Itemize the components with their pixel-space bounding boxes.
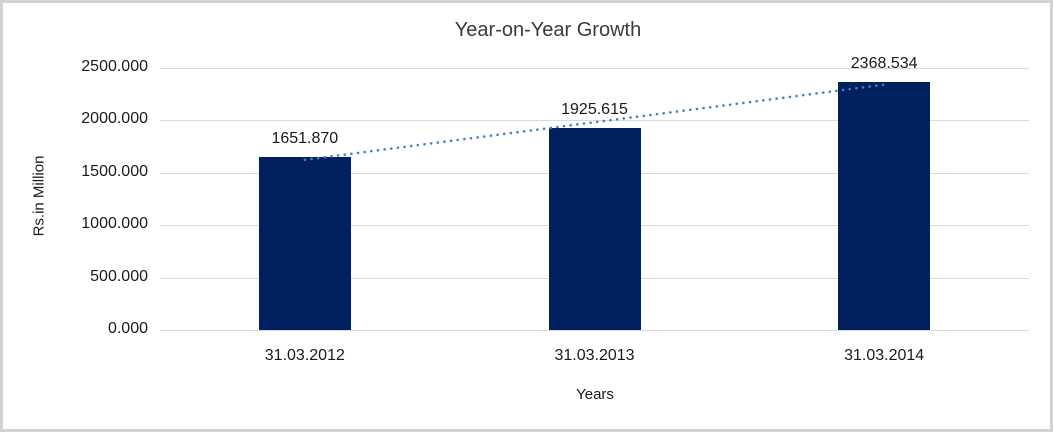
x-axis-category-label: 31.03.2012 <box>264 347 345 364</box>
bar <box>548 128 641 330</box>
x-axis-title: Years <box>576 386 614 403</box>
y-axis-tick-label: 0.000 <box>107 320 148 337</box>
gridline <box>160 68 1029 69</box>
bar-data-label: 2368.534 <box>850 54 918 72</box>
bar <box>258 156 351 330</box>
y-axis-tick-label: 1500.000 <box>81 162 148 180</box>
x-axis-category-label: 31.03.2014 <box>844 347 925 364</box>
y-axis-tick-label: 2000.000 <box>81 110 148 128</box>
bar-data-label: 1925.615 <box>561 101 628 119</box>
bar <box>838 81 931 330</box>
gridline <box>160 330 1029 331</box>
y-axis-tick-label: 500.000 <box>90 267 148 285</box>
plot-area: 0.000 500.000 1000.000 1500.000 2000.000 2500… <box>3 3 1050 429</box>
y-axis-tick-label: 2500.000 <box>81 58 148 75</box>
x-axis-category-label: 31.03.2013 <box>554 347 635 364</box>
y-axis-title: Rs.in Million <box>30 155 48 237</box>
bar-data-label: 1651.870 <box>271 129 339 147</box>
y-axis-tick-label: 1000.000 <box>81 215 148 233</box>
chart-title: Year-on-Year Growth <box>454 19 642 41</box>
